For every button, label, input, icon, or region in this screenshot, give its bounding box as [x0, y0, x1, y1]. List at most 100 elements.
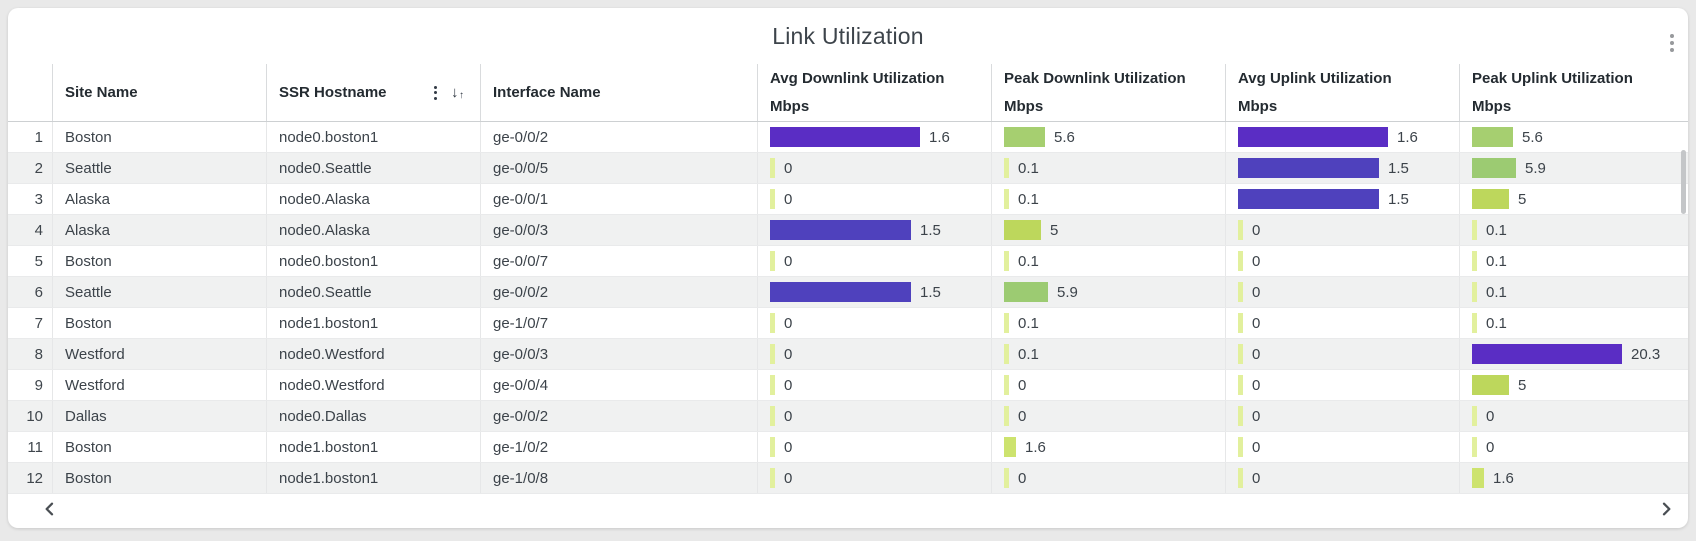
cell-interface-name: ge-1/0/2 — [481, 432, 758, 462]
cell-avg-uplink: 0 — [1226, 370, 1460, 400]
cell-site-name: Seattle — [53, 277, 267, 307]
column-header-peak-uplink[interactable]: Peak Uplink Utilization Mbps — [1460, 64, 1688, 121]
cell-avg-uplink: 1.5 — [1226, 184, 1460, 214]
bar-fill — [770, 468, 775, 488]
cell-ssr-hostname: node0.Dallas — [267, 401, 481, 431]
bar-fill — [1472, 375, 1509, 395]
bar-value: 5 — [1518, 190, 1527, 208]
cell-interface-name: ge-0/0/5 — [481, 153, 758, 183]
column-unit: Mbps — [1472, 97, 1512, 115]
table-row: 7 Boston node1.boston1 ge-1/0/7 0 0.1 0 … — [8, 308, 1688, 339]
bar-value: 1.6 — [929, 128, 950, 146]
cell-site-name: Alaska — [53, 184, 267, 214]
bar-fill — [770, 375, 775, 395]
column-label: SSR Hostname — [279, 84, 387, 101]
cell-ssr-hostname: node0.Seattle — [267, 277, 481, 307]
kebab-vertical-icon[interactable] — [1666, 30, 1678, 56]
bar-value: 1.6 — [1397, 128, 1418, 146]
bar-fill — [770, 313, 775, 333]
table-header-row: Site Name SSR Hostname ↓ ↑ Interface Name… — [8, 64, 1688, 122]
cell-peak-uplink: 5 — [1460, 184, 1688, 214]
column-menu-kebab-icon[interactable] — [431, 83, 440, 103]
column-header-site-name[interactable]: Site Name — [53, 64, 267, 121]
bar-value: 0.1 — [1486, 283, 1507, 301]
chevron-left-icon[interactable] — [40, 499, 60, 519]
bar-value: 0 — [784, 407, 793, 425]
cell-site-name: Seattle — [53, 153, 267, 183]
cell-avg-uplink: 0 — [1226, 215, 1460, 245]
row-number: 2 — [8, 153, 53, 183]
bar-value: 5.6 — [1054, 128, 1075, 146]
table-row: 2 Seattle node0.Seattle ge-0/0/5 0 0.1 1… — [8, 153, 1688, 184]
bar-fill — [1238, 189, 1379, 209]
column-label: Site Name — [65, 84, 138, 101]
cell-avg-uplink: 0 — [1226, 463, 1460, 493]
row-number: 8 — [8, 339, 53, 369]
row-number: 5 — [8, 246, 53, 276]
bar-value: 0 — [1252, 283, 1261, 301]
cell-peak-downlink: 0.1 — [992, 339, 1226, 369]
sort-arrows-icon[interactable]: ↓ ↑ — [451, 83, 464, 101]
cell-site-name: Westford — [53, 370, 267, 400]
column-header-peak-downlink[interactable]: Peak Downlink Utilization Mbps — [992, 64, 1226, 121]
bar-value: 0 — [1252, 376, 1261, 394]
cell-peak-uplink: 5.6 — [1460, 122, 1688, 152]
cell-ssr-hostname: node0.Westford — [267, 370, 481, 400]
row-number: 6 — [8, 277, 53, 307]
bar-fill — [1004, 437, 1016, 457]
cell-peak-uplink: 5.9 — [1460, 153, 1688, 183]
cell-avg-uplink: 0 — [1226, 401, 1460, 431]
column-header-avg-uplink[interactable]: Avg Uplink Utilization Mbps — [1226, 64, 1460, 121]
table-row: 4 Alaska node0.Alaska ge-0/0/3 1.5 5 0 0… — [8, 215, 1688, 246]
column-header-ssr-hostname[interactable]: SSR Hostname ↓ ↑ — [267, 64, 481, 121]
cell-avg-downlink: 0 — [758, 308, 992, 338]
row-number: 11 — [8, 432, 53, 462]
cell-peak-downlink: 5.6 — [992, 122, 1226, 152]
vertical-scrollbar-thumb[interactable] — [1681, 150, 1686, 214]
bar-value: 0.1 — [1486, 314, 1507, 332]
cell-avg-uplink: 0 — [1226, 308, 1460, 338]
bar-fill — [1238, 313, 1243, 333]
cell-site-name: Alaska — [53, 215, 267, 245]
column-header-interface-name[interactable]: Interface Name — [481, 64, 758, 121]
table-body: 1 Boston node0.boston1 ge-0/0/2 1.6 5.6 … — [8, 122, 1688, 494]
cell-site-name: Boston — [53, 122, 267, 152]
bar-fill — [1004, 158, 1009, 178]
table-row: 10 Dallas node0.Dallas ge-0/0/2 0 0 0 0 — [8, 401, 1688, 432]
bar-fill — [1004, 375, 1009, 395]
cell-interface-name: ge-0/0/2 — [481, 277, 758, 307]
column-label: Avg Uplink Utilization — [1238, 69, 1392, 87]
table-row: 5 Boston node0.boston1 ge-0/0/7 0 0.1 0 … — [8, 246, 1688, 277]
cell-ssr-hostname: node0.Alaska — [267, 215, 481, 245]
column-header-avg-downlink[interactable]: Avg Downlink Utilization Mbps — [758, 64, 992, 121]
bar-fill — [1472, 468, 1484, 488]
bar-fill — [1472, 189, 1509, 209]
cell-avg-downlink: 0 — [758, 246, 992, 276]
cell-peak-downlink: 0 — [992, 401, 1226, 431]
bar-value: 0 — [1018, 469, 1027, 487]
cell-avg-downlink: 0 — [758, 184, 992, 214]
bar-value: 0 — [784, 438, 793, 456]
cell-interface-name: ge-0/0/4 — [481, 370, 758, 400]
bar-fill — [1004, 313, 1009, 333]
bar-fill — [1238, 344, 1243, 364]
bar-value: 0.1 — [1018, 345, 1039, 363]
cell-ssr-hostname: node1.boston1 — [267, 432, 481, 462]
chevron-right-icon[interactable] — [1656, 499, 1676, 519]
cell-peak-uplink: 0.1 — [1460, 215, 1688, 245]
cell-ssr-hostname: node1.boston1 — [267, 463, 481, 493]
bar-fill — [1004, 220, 1041, 240]
cell-interface-name: ge-0/0/2 — [481, 122, 758, 152]
bar-value: 1.6 — [1493, 469, 1514, 487]
cell-ssr-hostname: node1.boston1 — [267, 308, 481, 338]
cell-interface-name: ge-0/0/1 — [481, 184, 758, 214]
bar-value: 1.5 — [920, 221, 941, 239]
bar-fill — [770, 406, 775, 426]
bar-fill — [1472, 313, 1477, 333]
cell-peak-uplink: 0.1 — [1460, 246, 1688, 276]
bar-value: 0 — [1252, 221, 1261, 239]
bar-fill — [1238, 282, 1243, 302]
column-label: Peak Uplink Utilization — [1472, 69, 1633, 87]
bar-value: 0 — [784, 159, 793, 177]
cell-avg-uplink: 0 — [1226, 432, 1460, 462]
